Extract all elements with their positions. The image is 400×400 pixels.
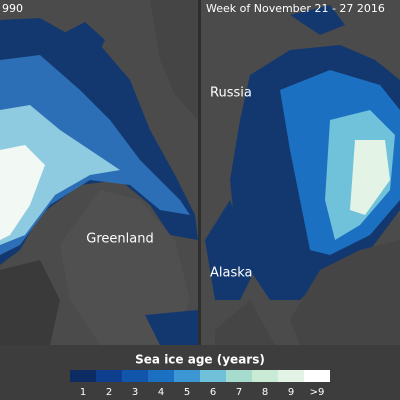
legend-swatch: [174, 370, 200, 382]
legend-swatch: [148, 370, 174, 382]
legend-label: 4: [158, 387, 164, 398]
legend-label: 1: [80, 387, 86, 398]
legend: 1 2 3 4 5 6 7 8 9 >9: [70, 370, 330, 398]
legend-label: 5: [184, 387, 190, 398]
right-map: [201, 0, 400, 345]
panel-title: Week of November 21 - 27 2016: [206, 2, 385, 15]
legend-label: >9: [310, 387, 325, 398]
legend-swatch: [70, 370, 96, 382]
place-label: Russia: [210, 86, 252, 101]
panel-title: 990: [2, 2, 23, 15]
legend-label: 9: [288, 387, 294, 398]
legend-swatch: [122, 370, 148, 382]
legend-title: Sea ice age (years): [135, 353, 265, 367]
legend-swatch: [252, 370, 278, 382]
legend-swatch: [304, 370, 330, 382]
legend-swatch: [278, 370, 304, 382]
legend-label: 8: [262, 387, 268, 398]
place-label: Alaska: [210, 266, 253, 281]
legend-label: 3: [132, 387, 138, 398]
legend-label: 2: [106, 387, 112, 398]
legend-swatch: [226, 370, 252, 382]
legend-swatch: [96, 370, 122, 382]
panel-divider: [198, 0, 201, 345]
place-label: Greenland: [86, 232, 153, 247]
left-map: [0, 0, 198, 345]
legend-label: 6: [210, 387, 216, 398]
legend-swatch: [200, 370, 226, 382]
legend-label: 7: [236, 387, 242, 398]
